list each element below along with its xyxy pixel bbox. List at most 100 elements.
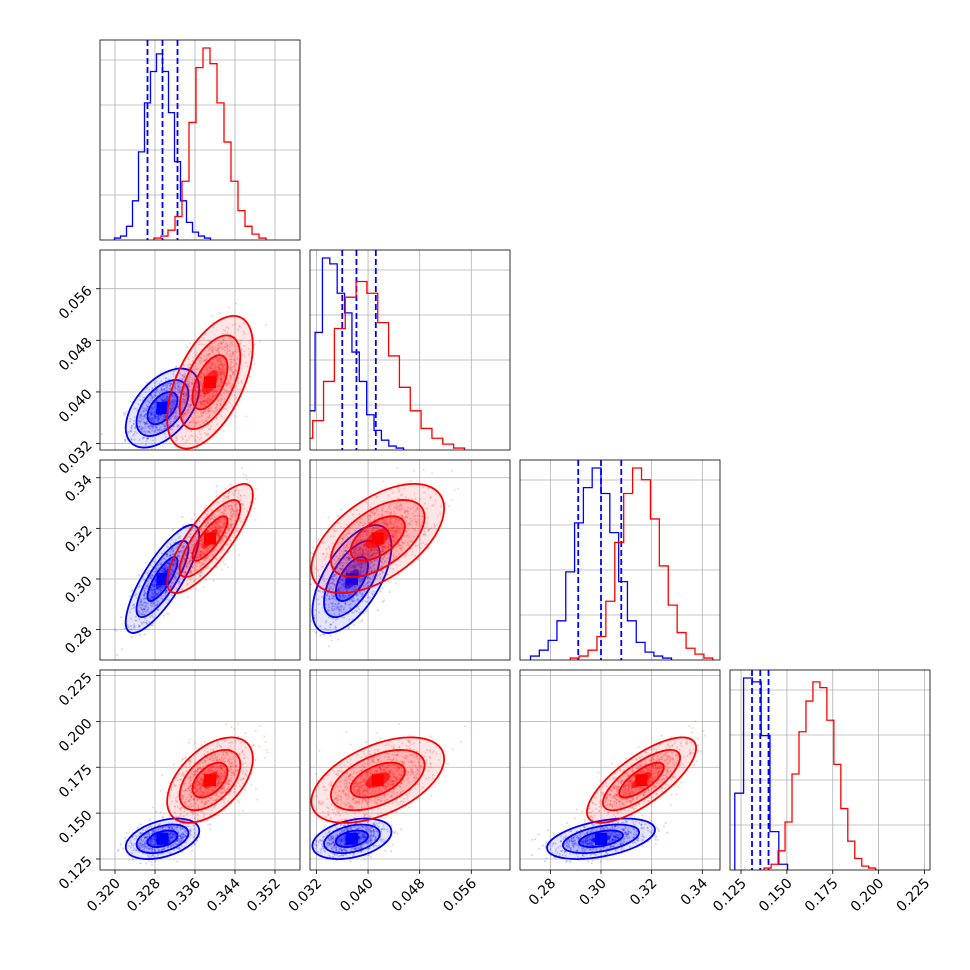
sample-point [214, 367, 216, 370]
sample-point [165, 590, 168, 593]
sample-point [172, 395, 175, 398]
sample-point [167, 562, 170, 565]
sample-point [182, 418, 185, 420]
sample-point [144, 412, 147, 415]
sample-point [155, 570, 158, 573]
sample-point [208, 399, 211, 402]
sample-point [303, 630, 305, 632]
sample-point [194, 396, 197, 399]
sample-point [226, 350, 229, 353]
sample-point [218, 371, 221, 374]
sample-point [132, 604, 135, 607]
sample-point [171, 570, 174, 573]
sample-point [154, 429, 157, 432]
sample-point [205, 420, 208, 423]
sample-point [196, 386, 199, 389]
sample-point [220, 568, 223, 571]
sample-point [146, 571, 149, 574]
sample-point [189, 421, 192, 424]
sample-point [218, 387, 221, 390]
sample-point [144, 591, 147, 594]
sample-point [113, 628, 116, 631]
sample-point [223, 398, 226, 401]
sample-point [169, 427, 172, 430]
sample-point [154, 580, 157, 583]
sample-point [155, 399, 158, 402]
sample-point [186, 380, 189, 383]
sample-point [150, 596, 153, 599]
sample-point [153, 588, 156, 591]
sample-point [150, 411, 153, 414]
sample-point [171, 402, 174, 405]
sample-point [219, 368, 222, 371]
sample-point [186, 393, 189, 396]
sample-point [170, 548, 173, 551]
sample-point [182, 415, 185, 418]
sample-point [205, 359, 208, 362]
sample-point [163, 417, 166, 420]
sample-point [168, 561, 171, 564]
sample-point [143, 633, 146, 636]
sample-point [140, 426, 143, 429]
sample-point [170, 594, 173, 597]
sample-point [179, 535, 182, 538]
sample-point [176, 388, 179, 391]
sample-point [152, 395, 155, 398]
sample-point [176, 382, 179, 385]
sample-point [170, 584, 173, 587]
sample-point [196, 385, 199, 388]
sample-point [152, 602, 155, 605]
sample-point [381, 587, 384, 590]
sample-point [151, 573, 154, 576]
sample-point [206, 371, 209, 374]
sample-point [148, 431, 151, 434]
sample-point [186, 410, 189, 413]
sample-point [149, 417, 152, 420]
sample-point [153, 415, 156, 418]
sample-point [160, 589, 162, 592]
sample-point [190, 415, 193, 418]
sample-point [249, 339, 252, 342]
sample-point [161, 586, 164, 589]
sample-point [202, 411, 205, 414]
sample-point [229, 377, 232, 380]
sample-point [142, 608, 145, 611]
sample-point [231, 373, 234, 376]
sample-point [154, 415, 157, 418]
sample-point [167, 612, 170, 615]
sample-point [222, 369, 225, 372]
sample-point [167, 563, 170, 566]
sample-point [161, 399, 164, 402]
sample-point [134, 594, 137, 597]
sample-point [183, 392, 186, 395]
sample-point [220, 373, 223, 376]
sample-point [218, 368, 221, 371]
sample-point [143, 436, 146, 439]
sample-point [211, 409, 214, 412]
sample-point [215, 485, 218, 488]
sample-point [177, 387, 180, 390]
sample-point [223, 407, 226, 410]
panel-frame [309, 249, 511, 451]
sample-point [188, 405, 191, 408]
sample-point [153, 583, 156, 586]
sample-point [196, 436, 199, 439]
sample-point [227, 390, 230, 393]
sample-point [183, 376, 186, 379]
sample-point [219, 397, 222, 400]
sample-point [165, 396, 168, 399]
sample-point [236, 388, 239, 391]
sample-point [212, 391, 215, 394]
sample-point [151, 396, 154, 398]
sample-point [138, 420, 141, 423]
sample-point [164, 414, 167, 417]
sample-point [201, 419, 204, 422]
sample-point [190, 404, 193, 407]
sample-point [150, 604, 153, 607]
sample-point [174, 560, 177, 563]
sample-point [138, 416, 141, 419]
sample-point [162, 425, 165, 428]
sample-point [214, 347, 217, 350]
sample-point [163, 414, 166, 417]
sample-point [220, 372, 223, 375]
